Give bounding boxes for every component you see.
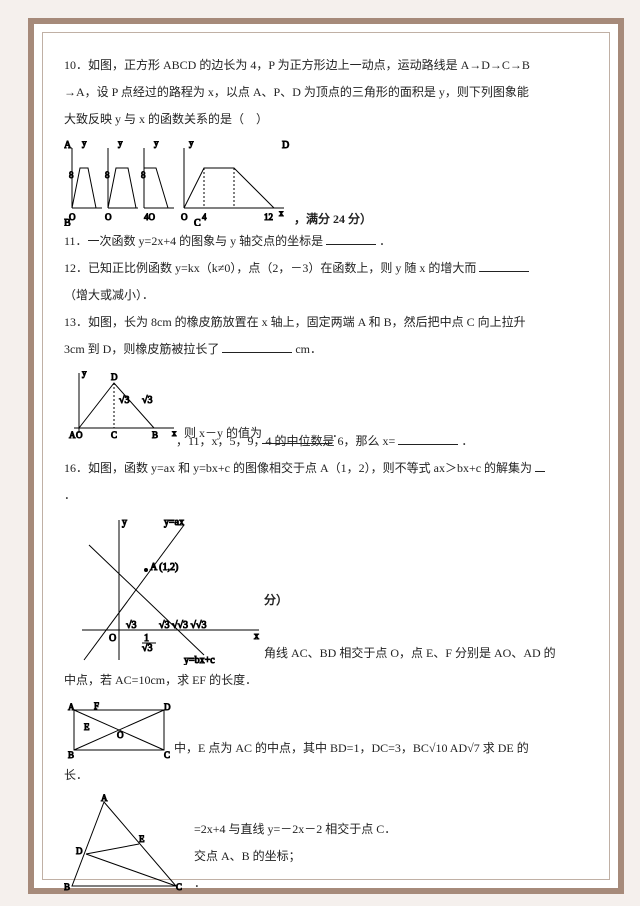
q17-figure: A D B C F E O (64, 700, 174, 760)
q18-figure: A B C D E (64, 794, 184, 894)
q16-text: 16．如图，函数 y=ax 和 y=bx+c 的图像相交于点 A（1，2），则不… (64, 461, 532, 475)
svg-text:8: 8 (69, 170, 74, 180)
q10-line1: 10．如图，正方形 ABCD 的边长为 4，P 为正方形边上一动点，运动路线是 … (64, 54, 588, 77)
q18a: 中，E 点为 AC 的中点，其中 BD=1，DC=3，BC√10 AD√7 求 … (174, 737, 588, 760)
q16-end: ． (64, 484, 588, 507)
svg-text:A: A (69, 430, 76, 440)
svg-text:√3: √3 (142, 395, 153, 406)
q19a: =2x+4 与直线 y=－2x－2 相交于点 C． (194, 818, 588, 841)
q15: ，11，x，5，9，4 的中位数是 6，那么 x= ． (176, 430, 588, 453)
q17b: 中点，若 AC=10cm，求 EF 的长度． (64, 669, 588, 692)
q13b: 3cm 到 D，则橡皮筋被拉长了 cm． (64, 338, 588, 361)
svg-text:y: y (82, 138, 87, 148)
svg-text:O: O (109, 633, 116, 644)
svg-text:D: D (111, 372, 118, 382)
q12-text: 12．已知正比例函数 y=kx（k≠0），点（2，－3）在函数上，则 y 随 x… (64, 261, 476, 275)
svg-text:C: C (194, 218, 201, 226)
svg-text:8: 8 (105, 170, 110, 180)
q10-line3: 大致反映 y 与 x 的函数关系的是（ ） (64, 108, 588, 131)
svg-text:√3: √3 (142, 643, 153, 654)
svg-text:12: 12 (264, 212, 273, 222)
q13b-text: 3cm 到 D，则橡皮筋被拉长了 (64, 342, 219, 356)
svg-text:O: O (117, 730, 124, 740)
blank (479, 260, 529, 272)
q17a: 角线 AC、BD 相交于点 O，点 E、F 分别是 AO、AD 的 (264, 642, 588, 665)
q13-unit: cm． (295, 342, 322, 356)
svg-text:y: y (118, 138, 123, 148)
svg-text:√3: √3 (119, 395, 130, 406)
q19b: 交点 A、B 的坐标； (194, 845, 588, 868)
q17-figure-row: A D B C F E O 中，E 点为 AC 的中点，其中 BD=1，DC=3… (64, 696, 588, 764)
blank (398, 433, 458, 445)
svg-text:D: D (76, 846, 83, 856)
svg-text:F: F (94, 701, 99, 711)
q10-score: ，满分 24 分） (294, 208, 372, 231)
fen-label: 分） (264, 589, 588, 612)
svg-text:y=ax: y=ax (164, 517, 184, 528)
svg-text:y: y (189, 138, 194, 148)
svg-text:x: x (254, 631, 259, 642)
q16: 16．如图，函数 y=ax 和 y=bx+c 的图像相交于点 A（1，2），则不… (64, 457, 588, 480)
q10-figure: 8 O y 8 O y 8 4O (64, 138, 294, 226)
svg-text:A: A (64, 140, 72, 151)
q16-figure: A (1,2) O y x y=ax y=bx+c √3 1 √3 √3 √√3… (64, 515, 264, 665)
blank (222, 341, 292, 353)
svg-text:y: y (122, 517, 127, 528)
svg-text:O: O (105, 212, 112, 222)
blank (535, 460, 545, 472)
svg-text:E: E (84, 722, 90, 732)
svg-text:O: O (76, 430, 83, 440)
q13-figure: A O C B D y x √3 √3 (64, 368, 184, 440)
svg-text:x: x (279, 208, 284, 218)
blank (326, 233, 376, 245)
svg-text:A: A (68, 702, 75, 712)
q13: 13．如图，长为 8cm 的橡皮筋放置在 x 轴上，固定两端 A 和 B，然后把… (64, 311, 588, 334)
svg-text:√3: √3 (126, 620, 137, 631)
svg-text:B: B (64, 882, 70, 892)
svg-text:C: C (164, 750, 170, 760)
svg-text:B: B (68, 750, 74, 760)
svg-text:8: 8 (141, 170, 146, 180)
svg-text:B: B (64, 218, 71, 226)
page-content: 10．如图，正方形 ABCD 的边长为 4，P 为正方形边上一动点，运动路线是 … (64, 54, 588, 868)
svg-text:4O: 4O (144, 212, 156, 222)
svg-text:y: y (154, 138, 159, 148)
q19c: ． (194, 872, 588, 895)
svg-text:O: O (181, 212, 188, 222)
q10-figure-row: 8 O y 8 O y 8 4O (64, 134, 588, 230)
svg-text:y: y (82, 368, 87, 378)
q18-figure-row: A B C D E =2x+4 与直线 y=－2x－2 相交于点 C． 交点 A… (64, 790, 588, 898)
svg-text:B: B (152, 430, 158, 440)
svg-text:C: C (111, 430, 117, 440)
q12: 12．已知正比例函数 y=kx（k≠0），点（2，－3）在函数上，则 y 随 x… (64, 257, 588, 280)
svg-text:y=bx+c: y=bx+c (184, 655, 215, 665)
q11-text: 11．一次函数 y=2x+4 的图象与 y 轴交点的坐标是 (64, 234, 323, 248)
q16-figure-row: A (1,2) O y x y=ax y=bx+c √3 1 √3 √3 √√3… (64, 511, 588, 669)
q12-paren: （增大或减小）． (64, 284, 588, 307)
q10-line2: →A，设 P 点经过的路程为 x，以点 A、P、D 为顶点的三角形的面积是 y，… (64, 81, 588, 104)
svg-text:E: E (139, 834, 145, 844)
svg-text:A: A (101, 794, 108, 803)
svg-text:A (1,2): A (1,2) (150, 562, 178, 573)
svg-text:√3 √√3 √√3: √3 √√3 √√3 (159, 620, 206, 631)
q11-end: ． (379, 234, 391, 248)
svg-text:C: C (176, 882, 182, 892)
q15-text: ，11，x，5，9，4 的中位数是 6，那么 x= (176, 434, 395, 448)
svg-text:4: 4 (202, 212, 207, 222)
q15-end: ． (461, 434, 473, 448)
svg-text:D: D (164, 702, 171, 712)
q18b: 长． (64, 764, 588, 787)
q11: 11．一次函数 y=2x+4 的图象与 y 轴交点的坐标是 ． (64, 230, 588, 253)
svg-text:D: D (282, 140, 289, 151)
